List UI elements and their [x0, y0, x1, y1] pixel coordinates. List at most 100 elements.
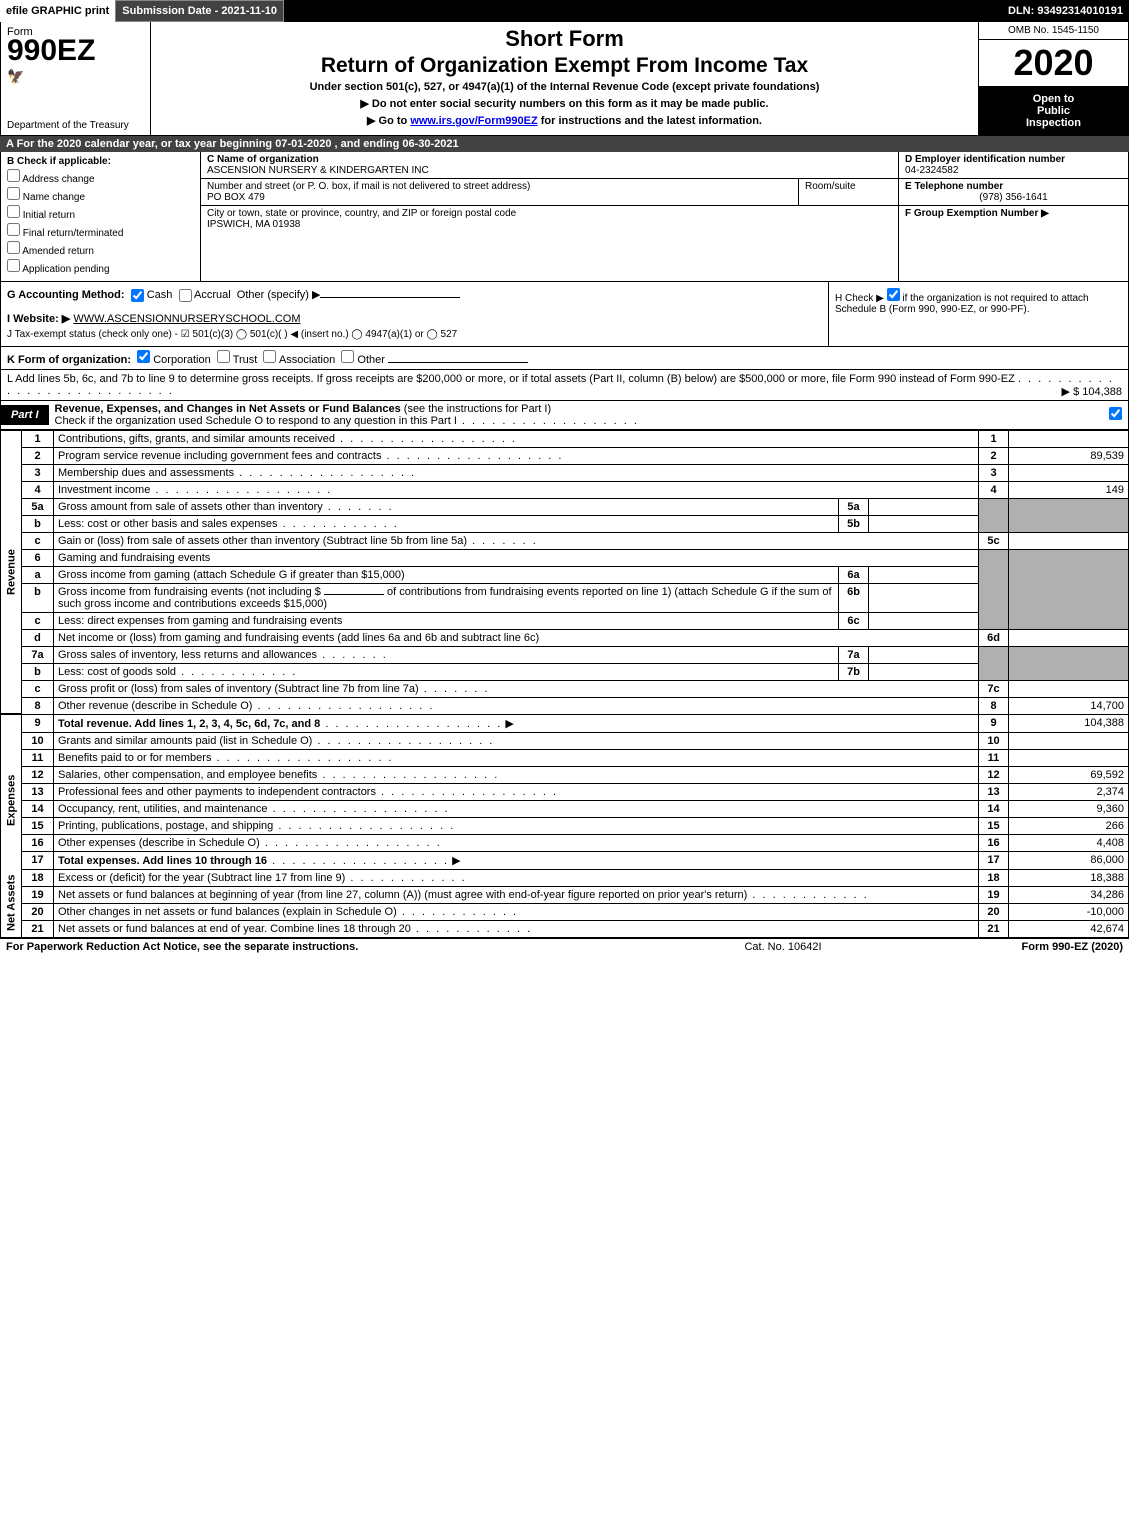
line-3-value [1009, 464, 1129, 481]
part-i-sub: (see the instructions for Part I) [401, 403, 551, 415]
line-4-value: 149 [1009, 481, 1129, 498]
room-suite-label: Room/suite [798, 179, 898, 205]
form-id-footer: Form 990-EZ (2020) [1022, 941, 1123, 953]
column-c-org-info: C Name of organization ASCENSION NURSERY… [201, 152, 898, 281]
table-row: b Less: cost or other basis and sales ex… [1, 515, 1129, 532]
ein-label: D Employer identification number [905, 154, 1122, 165]
short-form-title: Short Form [159, 26, 970, 52]
row-k-form-of-org: K Form of organization: Corporation Trus… [0, 347, 1129, 370]
line-6b-value [869, 583, 979, 612]
chk-address-change[interactable]: Address change [7, 169, 194, 185]
line-8-value: 14,700 [1009, 697, 1129, 714]
efile-print-label[interactable]: efile GRAPHIC print [0, 0, 115, 22]
line-5a-value [869, 498, 979, 515]
row-g-h: G Accounting Method: Cash Accrual Other … [0, 282, 1129, 347]
column-b-checkboxes: B Check if applicable: Address change Na… [1, 152, 201, 281]
line-15-value: 266 [1009, 817, 1129, 834]
form-header: Form 990EZ 🦅 Department of the Treasury … [0, 22, 1129, 136]
header-right: OMB No. 1545-1150 2020 Open to Public In… [978, 22, 1128, 135]
side-label-revenue: Revenue [1, 430, 22, 714]
table-row: 21 Net assets or fund balances at end of… [1, 920, 1129, 937]
part-i-header: Part I Revenue, Expenses, and Changes in… [0, 401, 1129, 430]
table-row: b Less: cost of goods sold 7b [1, 663, 1129, 680]
line-19-value: 34,286 [1009, 886, 1129, 903]
line-7b-value [869, 663, 979, 680]
line-5b-value [869, 515, 979, 532]
table-row: a Gross income from gaming (attach Sched… [1, 566, 1129, 583]
line-6d-value [1009, 629, 1129, 646]
line-20-value: -10,000 [1009, 903, 1129, 920]
line-9-value: 104,388 [1009, 714, 1129, 732]
tax-exempt-status: J Tax-exempt status (check only one) - ☑… [7, 329, 822, 340]
line-7c-value [1009, 680, 1129, 697]
addr-label: Number and street (or P. O. box, if mail… [207, 181, 792, 192]
page-footer: For Paperwork Reduction Act Notice, see … [0, 938, 1129, 955]
k-label: K Form of organization: [7, 354, 131, 366]
paperwork-notice: For Paperwork Reduction Act Notice, see … [6, 941, 358, 953]
table-row: 7a Gross sales of inventory, less return… [1, 646, 1129, 663]
side-label-net-assets: Net Assets [1, 869, 22, 937]
table-row: 9 Total revenue. Add lines 1, 2, 3, 4, 5… [1, 714, 1129, 732]
col-b-header: B Check if applicable: [7, 156, 194, 167]
chk-final-return[interactable]: Final return/terminated [7, 223, 194, 239]
open-line2: Public [981, 105, 1126, 117]
chk-initial-return[interactable]: Initial return [7, 205, 194, 221]
catalog-number: Cat. No. 10642I [744, 941, 821, 953]
goto-text: Go to www.irs.gov/Form990EZ for instruct… [159, 114, 970, 127]
part-i-table: Revenue 1 Contributions, gifts, grants, … [0, 430, 1129, 938]
chk-amended-return[interactable]: Amended return [7, 241, 194, 257]
chk-schedule-b[interactable] [887, 288, 900, 301]
tax-year: 2020 [979, 40, 1128, 87]
website-label: I Website: ▶ [7, 313, 70, 325]
phone-value: (978) 356-1641 [905, 192, 1122, 203]
org-name-value: ASCENSION NURSERY & KINDERGARTEN INC [207, 165, 892, 176]
other-specify-input[interactable] [320, 297, 460, 298]
website-link[interactable]: WWW.ASCENSIONNURSERYSCHOOL.COM [73, 313, 300, 325]
chk-corporation[interactable] [137, 350, 150, 363]
open-line3: Inspection [981, 117, 1126, 129]
do-not-enter-text: Do not enter social security numbers on … [159, 97, 970, 110]
chk-application-pending[interactable]: Application pending [7, 259, 194, 275]
chk-accrual[interactable] [179, 289, 192, 302]
table-row: 2 Program service revenue including gove… [1, 447, 1129, 464]
table-row: 13 Professional fees and other payments … [1, 783, 1129, 800]
h-schedule-b: H Check ▶ if the organization is not req… [828, 282, 1128, 346]
department-label: Department of the Treasury [7, 120, 144, 131]
irs-link[interactable]: www.irs.gov/Form990EZ [410, 115, 537, 127]
addr-value: PO BOX 479 [207, 192, 792, 203]
table-row: 15 Printing, publications, postage, and … [1, 817, 1129, 834]
table-row: c Gross profit or (loss) from sales of i… [1, 680, 1129, 697]
city-label: City or town, state or province, country… [207, 208, 892, 219]
chk-other-org[interactable] [341, 350, 354, 363]
chk-association[interactable] [263, 350, 276, 363]
table-row: 4 Investment income 4 149 [1, 481, 1129, 498]
line-2-value: 89,539 [1009, 447, 1129, 464]
org-name-label: C Name of organization [207, 154, 892, 165]
l-amount: ▶ $ 104,388 [1062, 385, 1122, 398]
chk-trust[interactable] [217, 350, 230, 363]
l-text: L Add lines 5b, 6c, and 7b to line 9 to … [7, 373, 1015, 385]
part-i-title: Revenue, Expenses, and Changes in Net As… [55, 403, 401, 415]
line-1-value [1009, 430, 1129, 447]
side-label-expenses: Expenses [1, 732, 22, 869]
header-center: Short Form Return of Organization Exempt… [151, 22, 978, 135]
chk-name-change[interactable]: Name change [7, 187, 194, 203]
other-org-input[interactable] [388, 362, 528, 363]
line-10-value [1009, 732, 1129, 749]
table-row: 16 Other expenses (describe in Schedule … [1, 834, 1129, 851]
other-specify: Other (specify) ▶ [237, 289, 321, 301]
goto-post: for instructions and the latest informat… [538, 115, 762, 127]
table-row: 19 Net assets or fund balances at beginn… [1, 886, 1129, 903]
group-exemption-label: F Group Exemption Number ▶ [905, 208, 1049, 219]
column-d-e-f: D Employer identification number 04-2324… [898, 152, 1128, 281]
chk-cash[interactable] [131, 289, 144, 302]
line-17-value: 86,000 [1009, 851, 1129, 869]
table-row: d Net income or (loss) from gaming and f… [1, 629, 1129, 646]
table-row: 8 Other revenue (describe in Schedule O)… [1, 697, 1129, 714]
table-row: 20 Other changes in net assets or fund b… [1, 903, 1129, 920]
chk-schedule-o[interactable] [1109, 407, 1122, 420]
return-title: Return of Organization Exempt From Incom… [159, 54, 970, 78]
part-i-check-text: Check if the organization used Schedule … [55, 415, 457, 427]
treasury-seal-icon: 🦅 [7, 68, 144, 85]
table-row: 3 Membership dues and assessments 3 [1, 464, 1129, 481]
